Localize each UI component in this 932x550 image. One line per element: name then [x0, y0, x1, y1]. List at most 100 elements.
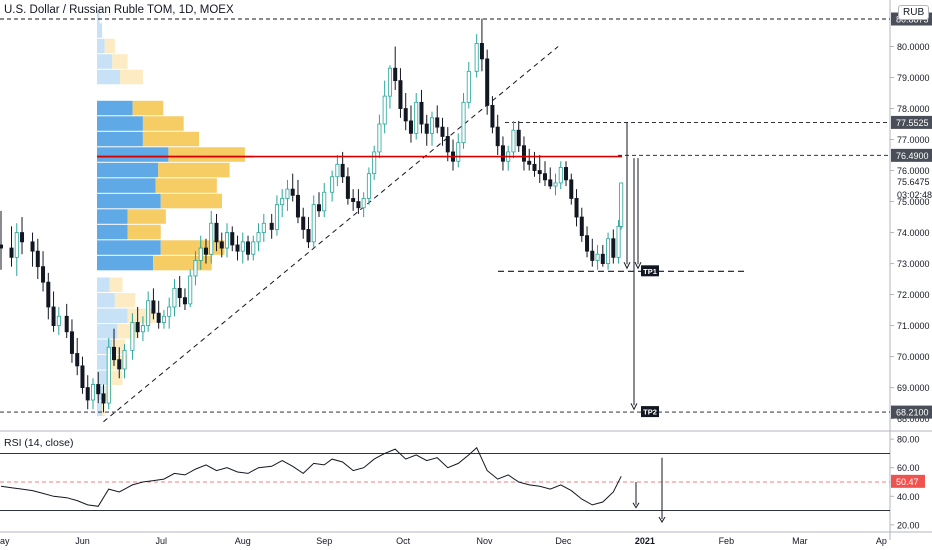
chart-title: U.S. Dollar / Russian Ruble TOM, 1D, MOE… — [4, 4, 234, 16]
volume-profile-bar — [97, 23, 103, 38]
candle-body — [246, 241, 251, 255]
volume-profile-bar — [119, 69, 143, 85]
candle-body — [151, 300, 156, 314]
volume-profile-bar — [155, 178, 217, 193]
time-tick-label: 2021 — [635, 536, 655, 546]
candle-body — [361, 198, 366, 209]
price-tick-label: 77.0000 — [897, 135, 930, 145]
candle-body — [429, 117, 434, 134]
candle-body — [619, 182, 624, 227]
candle-body — [235, 244, 240, 252]
candle-body — [146, 300, 151, 326]
candle-body — [112, 346, 117, 361]
candle-body — [20, 232, 25, 243]
candle-body — [193, 260, 198, 277]
candle-body — [485, 58, 490, 106]
price-tick-label: 73.0000 — [897, 259, 930, 269]
candle-body — [295, 194, 300, 218]
axis-label-76-49-bg — [891, 148, 932, 162]
rsi-tick-label: 40.00 — [897, 492, 920, 502]
axis-label-countdown: 03:02:48 — [897, 190, 932, 200]
candle-body — [474, 43, 479, 72]
candle-body — [403, 108, 408, 122]
candle-body — [424, 123, 429, 134]
price-tick-label: 69.0000 — [897, 383, 930, 393]
candle-body — [198, 247, 203, 261]
candle-body — [579, 216, 584, 237]
candle-body — [537, 170, 542, 175]
candle-body — [590, 250, 595, 261]
volume-profile-bar — [114, 293, 136, 308]
time-tick-label: Oct — [396, 536, 411, 546]
trend-line — [103, 46, 559, 423]
candle-body — [269, 222, 274, 230]
candle-body — [393, 67, 398, 82]
axis-label-77-5525: 77.5525 — [896, 118, 929, 128]
candle-body — [527, 160, 532, 165]
candle-body — [606, 238, 611, 264]
candle-body — [356, 201, 361, 209]
volume-profile-bar — [107, 370, 123, 386]
candle-body — [280, 198, 285, 206]
volume-profile-bar — [109, 277, 123, 293]
volume-profile-bar — [97, 401, 103, 417]
candle-body — [261, 222, 266, 233]
volume-profile-bar — [97, 370, 108, 386]
time-tick-label: Jun — [75, 536, 90, 546]
candle-body — [30, 241, 35, 252]
rsi-title: RSI (14, close) — [4, 437, 74, 449]
time-tick-label: Jul — [156, 536, 168, 546]
candle-body — [372, 151, 377, 175]
time-tick-label: Dec — [555, 536, 572, 546]
volume-profile-bar — [160, 240, 225, 255]
rsi-arrow-a-head — [632, 502, 640, 509]
candle-body — [167, 306, 172, 317]
volume-profile-bar — [158, 162, 230, 178]
volume-profile-bar — [97, 131, 143, 147]
volume-profile-bar — [97, 355, 110, 370]
time-tick-label: Ap — [876, 536, 887, 546]
candle-body — [387, 67, 392, 97]
price-tick-label: 80.0000 — [897, 42, 930, 52]
volume-profile-bar — [97, 162, 159, 178]
candle-body — [122, 349, 127, 370]
candle-body — [564, 167, 569, 181]
volume-profile-bar — [97, 224, 128, 240]
time-tick-label: May — [0, 536, 10, 546]
candle-body — [611, 238, 616, 258]
volume-profile-bar — [97, 193, 161, 209]
candle-body — [574, 198, 579, 218]
currency-badge[interactable]: RUB — [898, 5, 930, 20]
candle-body — [240, 241, 245, 252]
candle-body — [414, 101, 419, 134]
candle-body — [135, 322, 140, 333]
candle-body — [548, 179, 553, 187]
volume-profile-bar — [142, 131, 199, 147]
candle-body — [419, 101, 424, 125]
candle-body — [553, 182, 558, 187]
volume-profile-bar — [117, 324, 138, 339]
candle-body — [75, 353, 80, 367]
candle-body — [41, 266, 46, 283]
candle-body — [209, 222, 214, 255]
candle-body — [219, 241, 224, 249]
volume-profile-bar — [97, 209, 128, 224]
candle-body — [456, 142, 461, 162]
candle-body — [117, 359, 122, 370]
candle-body — [251, 241, 256, 255]
candle-body — [542, 173, 547, 181]
volume-profile-bar — [97, 116, 143, 131]
price-tick-label: 68.0000 — [897, 414, 930, 424]
tp1-tag-bg — [641, 265, 659, 277]
candle-body — [616, 225, 621, 258]
volume-profile-bar — [104, 38, 115, 54]
candle-body — [101, 393, 106, 404]
candle-body — [56, 315, 61, 326]
axis-label-68-21-bg — [891, 405, 932, 419]
volume-profile-bar — [97, 293, 115, 308]
candle-body — [330, 176, 335, 193]
candle-body — [230, 232, 235, 246]
volume-profile-bar — [127, 224, 161, 240]
volume-profile-bar — [97, 10, 100, 26]
